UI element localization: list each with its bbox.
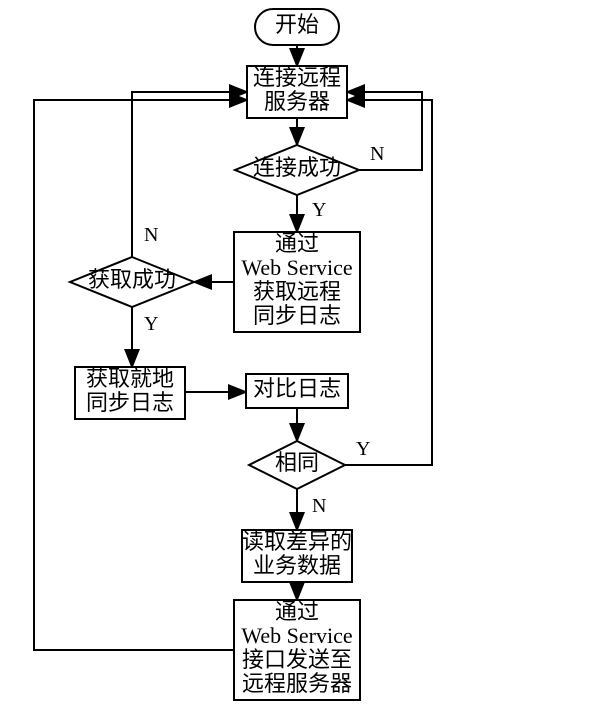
node-get_local: 获取就地同步日志 <box>75 366 185 419</box>
node-send-text-2: 接口发送至 <box>242 647 352 672</box>
node-read_diff-text-0: 读取差异的 <box>242 529 352 554</box>
node-same: 相同 <box>249 441 345 489</box>
node-send: 通过Web Service接口发送至远程服务器 <box>234 599 360 700</box>
node-send-text-1: Web Service <box>241 623 352 648</box>
node-get_remote-text-1: Web Service <box>241 255 352 280</box>
edge-label-9: Y <box>356 438 370 460</box>
node-same-text-0: 相同 <box>275 450 319 475</box>
node-conn_ok-text-0: 连接成功 <box>253 155 341 180</box>
node-connect: 连接远程服务器 <box>247 65 347 118</box>
node-get_ok: 获取成功 <box>70 257 194 307</box>
node-start-text-0: 开始 <box>275 12 319 37</box>
node-get_ok-text-0: 获取成功 <box>88 267 176 292</box>
node-read_diff-text-1: 业务数据 <box>253 553 341 578</box>
node-connect-text-1: 服务器 <box>264 89 330 114</box>
node-get_remote-text-3: 同步日志 <box>253 303 341 328</box>
edge-label-10: N <box>312 495 326 517</box>
node-conn_ok: 连接成功 <box>235 145 359 195</box>
node-get_local-text-0: 获取就地 <box>86 366 174 391</box>
edge-label-2: N <box>370 143 384 165</box>
node-compare: 对比日志 <box>246 374 348 408</box>
node-get_local-text-1: 同步日志 <box>86 390 174 415</box>
node-read_diff: 读取差异的业务数据 <box>242 529 352 582</box>
edge-label-6: Y <box>144 313 158 335</box>
node-compare-text-0: 对比日志 <box>253 376 341 401</box>
edge-label-3: Y <box>312 199 326 221</box>
node-send-text-3: 远程服务器 <box>242 671 352 696</box>
node-send-text-0: 通过 <box>275 599 319 624</box>
edge-label-5: N <box>144 224 158 246</box>
edge-2 <box>347 92 422 170</box>
node-start: 开始 <box>255 9 339 45</box>
node-get_remote: 通过Web Service获取远程同步日志 <box>234 231 360 332</box>
node-get_remote-text-0: 通过 <box>275 231 319 256</box>
node-get_remote-text-2: 获取远程 <box>253 279 341 304</box>
node-connect-text-0: 连接远程 <box>253 65 341 90</box>
